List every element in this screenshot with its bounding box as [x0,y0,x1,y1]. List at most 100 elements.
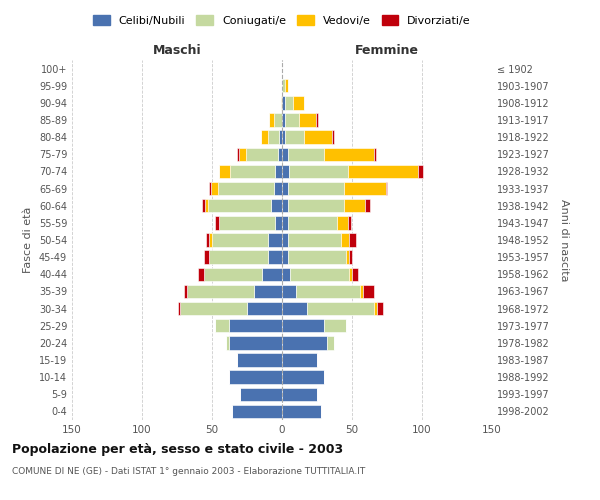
Bar [287,250,346,264]
Bar [240,388,282,401]
Bar [281,96,282,110]
Bar [239,148,245,161]
Bar [344,199,365,212]
Bar [349,268,352,281]
Bar [219,164,230,178]
Bar [282,114,285,126]
Bar [209,234,212,246]
Bar [363,284,374,298]
Bar [237,354,282,366]
Bar [180,302,247,316]
Bar [218,182,274,196]
Bar [361,284,363,298]
Bar [212,234,268,246]
Bar [289,164,348,178]
Bar [324,148,374,161]
Bar [237,148,239,161]
Bar [287,148,324,161]
Bar [282,216,287,230]
Bar [211,182,218,196]
Bar [279,130,282,144]
Bar [232,404,282,418]
Bar [205,199,208,212]
Bar [271,199,282,212]
Bar [203,250,209,264]
Bar [337,216,348,230]
Bar [307,302,374,316]
Bar [275,164,282,178]
Bar [285,96,293,110]
Bar [285,114,299,126]
Bar [282,182,287,196]
Bar [282,199,287,212]
Bar [282,354,317,366]
Bar [296,284,361,298]
Bar [282,302,307,316]
Bar [203,268,262,281]
Bar [219,216,275,230]
Bar [287,199,344,212]
Bar [229,319,282,332]
Bar [198,268,203,281]
Bar [374,148,376,161]
Bar [184,284,187,298]
Bar [285,79,287,92]
Bar [282,164,289,178]
Bar [282,404,321,418]
Bar [287,234,341,246]
Bar [287,182,344,196]
Bar [348,216,350,230]
Bar [268,250,282,264]
Bar [208,199,271,212]
Bar [209,182,211,196]
Bar [386,182,387,196]
Bar [282,268,290,281]
Y-axis label: Fasce di età: Fasce di età [23,207,33,273]
Bar [332,130,334,144]
Bar [209,250,268,264]
Bar [215,319,229,332]
Bar [304,130,332,144]
Bar [327,336,334,349]
Bar [285,130,304,144]
Bar [215,216,219,230]
Bar [299,114,316,126]
Bar [226,336,229,349]
Bar [346,250,349,264]
Bar [282,148,287,161]
Text: Femmine: Femmine [355,44,419,57]
Bar [247,302,282,316]
Bar [202,199,205,212]
Y-axis label: Anni di nascita: Anni di nascita [559,198,569,281]
Bar [262,268,282,281]
Bar [230,164,275,178]
Bar [349,234,356,246]
Bar [187,284,254,298]
Bar [254,284,282,298]
Bar [229,336,282,349]
Bar [282,336,327,349]
Bar [274,182,282,196]
Bar [275,216,282,230]
Bar [282,388,317,401]
Bar [269,114,274,126]
Bar [365,199,370,212]
Bar [245,148,278,161]
Bar [287,216,337,230]
Bar [293,96,304,110]
Bar [268,234,282,246]
Bar [282,79,285,92]
Bar [352,268,358,281]
Bar [348,164,418,178]
Bar [377,302,383,316]
Text: Maschi: Maschi [152,44,202,57]
Bar [316,114,319,126]
Bar [178,302,180,316]
Bar [341,234,349,246]
Bar [282,319,324,332]
Bar [274,114,282,126]
Bar [229,370,282,384]
Bar [282,130,285,144]
Bar [349,250,352,264]
Bar [290,268,349,281]
